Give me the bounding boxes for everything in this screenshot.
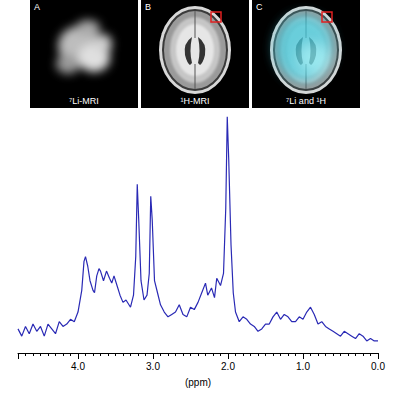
svg-text:⁷Li and ¹H: ⁷Li and ¹H [286, 96, 326, 106]
svg-text:A: A [34, 2, 40, 12]
svg-text:1.0: 1.0 [296, 361, 310, 372]
svg-text:B: B [145, 2, 151, 12]
svg-text:⁷Li-MRI: ⁷Li-MRI [69, 96, 99, 106]
svg-text:2.0: 2.0 [221, 361, 235, 372]
svg-text:0.0: 0.0 [371, 361, 385, 372]
svg-text:4.0: 4.0 [71, 361, 85, 372]
svg-text:(ppm): (ppm) [185, 377, 211, 388]
svg-text:C: C [256, 2, 263, 12]
svg-text:3.0: 3.0 [146, 361, 160, 372]
svg-text:¹H-MRI: ¹H-MRI [181, 96, 210, 106]
